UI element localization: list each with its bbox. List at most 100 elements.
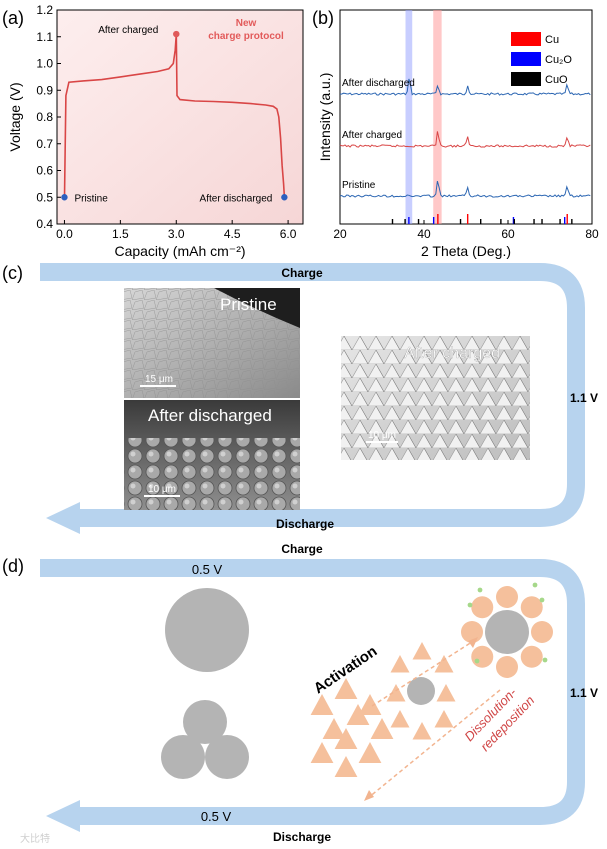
triangle-left-8 [358, 742, 382, 763]
chart-a: 0.0 1.5 3.0 4.5 6.0 0.4 0.5 0.6 0.7 0.8 0.9 1.0 1.1 1… [7, 3, 304, 259]
triangle-shell-2 [434, 655, 454, 673]
y-axis-label-a: Voltage (V) [7, 82, 23, 151]
sem-pristine-title: Pristine [220, 295, 277, 314]
shell-sphere-2 [496, 656, 518, 678]
small-particle-top [183, 700, 227, 744]
large-particle [165, 588, 249, 672]
legend-label-2: CuO [545, 74, 568, 86]
triangle-left-9 [334, 756, 358, 777]
voltage-label-c: 1.1 V [570, 391, 598, 405]
sem-charged-title: After charged [404, 345, 500, 362]
y-tick-label-a: 1.0 [36, 57, 53, 71]
legend-label-0: Cu [545, 34, 559, 46]
y-tick-label-a: 1.2 [36, 3, 53, 17]
core-particle [485, 610, 529, 654]
mechanism-illustration [310, 582, 553, 801]
triangle-shell-1 [412, 642, 432, 660]
data-point-1 [173, 30, 180, 38]
bottom-voltage-d: 0.5 V [201, 809, 232, 824]
x-axis-label-a: Capacity (mAh cm⁻²) [114, 243, 245, 259]
plot-area-a [56, 9, 304, 225]
triangle-left-2 [358, 694, 382, 715]
highlight-band-1 [433, 10, 442, 224]
triangle-left-1 [334, 678, 358, 699]
triangle-shell-0 [390, 655, 410, 673]
sem-image-pristine: Pristine 15 μm [124, 288, 300, 398]
xrd-series-label-1: After charged [342, 130, 402, 141]
y-tick-label-a: 0.6 [36, 164, 53, 178]
small-particle-left [161, 735, 205, 779]
panel-d-label: (d) [2, 556, 24, 576]
voltage-curve [63, 34, 286, 198]
panel-b-label: (b) [312, 8, 334, 28]
legend-swatch-2 [511, 72, 541, 86]
y-tick-label-a: 0.5 [36, 190, 53, 204]
panel-c-label: (c) [2, 263, 23, 283]
legend-label-1: Cu₂O [545, 54, 572, 66]
annotation-line-2: charge protocol [208, 31, 284, 42]
discharge-label-c: Discharge [276, 517, 334, 531]
x-axis-label-b: 2 Theta (Deg.) [421, 243, 511, 259]
y-tick-label-a: 0.8 [36, 110, 53, 124]
x-tick-label-a: 6.0 [280, 227, 297, 241]
label-after-charged: After charged [98, 25, 158, 36]
sem-discharged-title: After discharged [148, 406, 272, 425]
charge-discharge-arrow-c [40, 263, 585, 527]
data-point-0 [61, 194, 68, 201]
triangle-left-0 [310, 694, 334, 715]
y-tick-label-a: 0.4 [36, 217, 53, 231]
triangle-left-7 [334, 728, 358, 749]
x-tick-label-a: 0.0 [56, 227, 73, 241]
data-point-2 [281, 194, 288, 201]
triangle-left-4 [346, 704, 370, 725]
legend-swatch-1 [511, 52, 541, 66]
dissolved-ion-3 [474, 658, 480, 664]
xrd-pattern-1 [339, 131, 591, 148]
y-tick-label-a: 1.1 [36, 30, 53, 44]
triangle-shell-7 [434, 710, 454, 728]
discharge-arrowhead-d [46, 800, 80, 832]
charge-discharge-arrow-d [40, 559, 585, 825]
plot-area-b [339, 9, 593, 225]
x-tick-label-b: 20 [333, 227, 347, 241]
dashed-arrow-shaft-upper [371, 639, 476, 707]
highlight-band-0 [405, 10, 413, 224]
shell-sphere-0 [531, 621, 553, 643]
sem-image-after-discharged: After discharged 10 μm [124, 400, 300, 510]
triangle-shell-5 [390, 710, 410, 728]
y-tick-label-a: 0.9 [36, 83, 53, 97]
dissolved-ion-2 [539, 597, 545, 603]
dissolved-ion-1 [542, 657, 548, 663]
shell-sphere-6 [496, 586, 518, 608]
top-voltage-d: 0.5 V [192, 562, 223, 577]
xrd-pattern-0 [339, 78, 591, 96]
chart-b: After discharged After charged Pristine 20 4… [317, 9, 599, 259]
shell-sphere-3 [471, 645, 494, 668]
charge-label-d: Charge [281, 542, 323, 556]
y-tick-label-a: 0.7 [36, 137, 53, 151]
charge-label-c: Charge [281, 266, 323, 280]
dashed-arrowhead-lower [364, 790, 374, 801]
xrd-series-label-0: After discharged [342, 78, 415, 89]
x-tick-label-b: 80 [585, 227, 599, 241]
discharge-arrowhead-c [46, 502, 80, 534]
dissolved-ion-0 [467, 602, 473, 608]
triangle-shell-4 [436, 684, 456, 702]
label-after-discharged: After discharged [200, 193, 273, 204]
shell-sphere-1 [520, 645, 543, 668]
shell-sphere-5 [471, 596, 494, 619]
dissolved-ion-5 [477, 587, 483, 593]
triangle-left-6 [310, 742, 334, 763]
x-tick-label-b: 60 [501, 227, 515, 241]
annotation-line-1: New [236, 18, 257, 29]
panel-a-label: (a) [2, 8, 24, 28]
triangle-shell-6 [412, 722, 432, 740]
xrd-pattern-2 [339, 180, 591, 198]
triangle-left-5 [370, 718, 394, 739]
activated-core [407, 677, 435, 705]
shell-sphere-7 [520, 596, 543, 619]
triangle-left-3 [322, 718, 346, 739]
triangle-shell-3 [386, 684, 406, 702]
dashed-arrowhead-upper [468, 637, 478, 648]
